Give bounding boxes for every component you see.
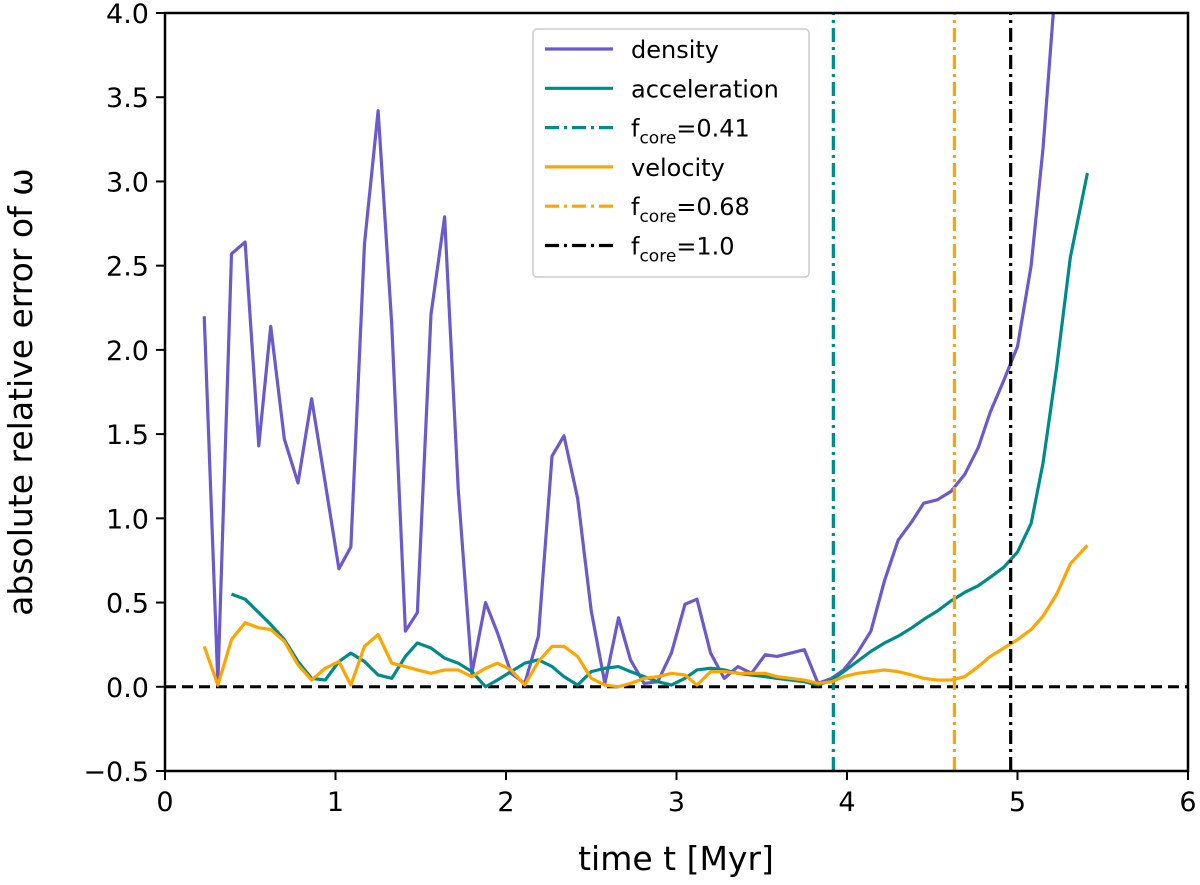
x-tick-label: 4: [838, 787, 855, 818]
legend-box: [532, 28, 810, 278]
legend-label: density: [631, 36, 719, 64]
legend-label: velocity: [631, 154, 725, 182]
y-tick-label: 2.0: [106, 336, 149, 367]
axes-layer: 0 1 2 3 4 5 6 −0.5 0.0 0.5 1.0 1.5 2.0 2.5 3.0 3.5 4.0: [83, 0, 1196, 818]
series-line-acceleration: [230, 172, 1089, 689]
legend-label: fcore=0.41: [631, 115, 750, 149]
x-tick-label: 1: [327, 787, 344, 818]
legend: density acceleration fcore=0.41 velocity fco…: [532, 28, 810, 278]
y-tick-label: 0.0: [106, 673, 149, 704]
y-tick-label: 0.5: [106, 589, 149, 620]
series-line-velocity: [202, 544, 1089, 689]
x-tick-label: 2: [497, 787, 514, 818]
legend-label: fcore=0.68: [631, 193, 750, 227]
x-tick-label: 6: [1179, 787, 1196, 818]
series-layer: [165, 13, 1188, 771]
x-axis-label: time t [Myr]: [578, 839, 774, 878]
y-axis-label: absolute relative error of ω: [1, 168, 40, 616]
y-tick-label: 1.0: [106, 504, 149, 535]
legend-label: acceleration: [631, 75, 779, 103]
legend-label: fcore=1.0: [631, 233, 735, 267]
x-tick-label: 3: [668, 787, 685, 818]
x-tick-label: 0: [156, 787, 173, 818]
series-line-density: [202, 13, 1055, 686]
y-tick-label: −0.5: [83, 757, 149, 788]
y-tick-label: 2.5: [106, 252, 149, 283]
y-tick-label: 1.5: [106, 420, 149, 451]
y-tick-label: 3.0: [106, 167, 149, 198]
y-tick-label: 3.5: [106, 83, 149, 114]
x-tick-label: 5: [1009, 787, 1026, 818]
y-tick-label: 4.0: [106, 0, 149, 30]
